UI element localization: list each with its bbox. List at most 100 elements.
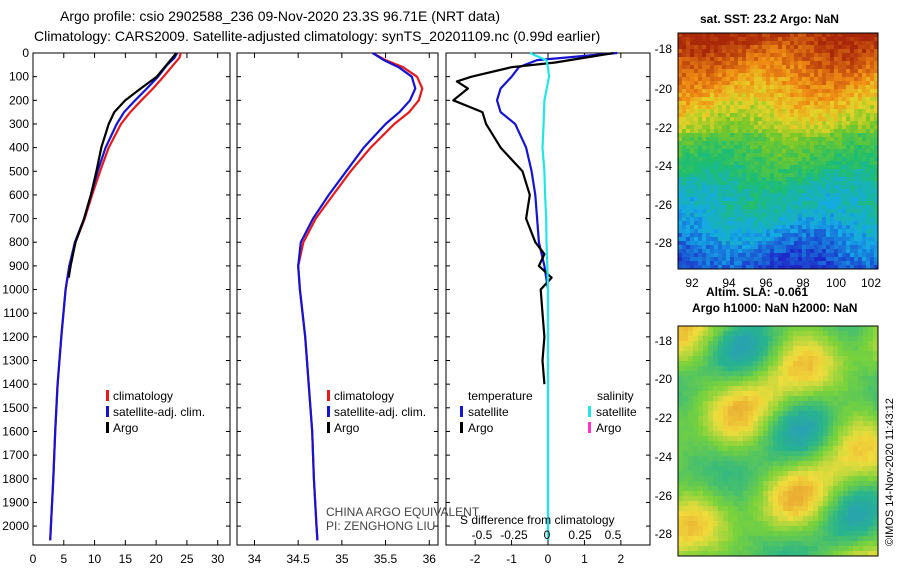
sst-cell [758,133,762,137]
sst-cell [806,261,810,265]
sst-cell [830,65,834,69]
sst-cell [738,249,742,253]
sla-cell [683,421,688,426]
sst-cell [810,253,814,257]
sst-cell [854,125,858,129]
sst-cell [722,89,726,93]
sst-cell [718,237,722,241]
sst-cell [690,93,694,97]
sst-cell [814,125,818,129]
sst-cell [686,33,690,37]
legend-title-temperature: temperature [468,389,533,403]
sst-cell [766,217,770,221]
sst-cell [838,153,842,157]
sst-cell [742,233,746,237]
sla-cell [803,426,808,431]
sst-cell [738,205,742,209]
sla-cell [863,501,868,506]
sst-cell [734,57,738,61]
sst-cell [838,173,842,177]
sst-cell [694,249,698,253]
sla-cell [733,531,738,536]
sst-cell [778,165,782,169]
sla-cell [818,531,823,536]
sla-cell [773,491,778,496]
sla-cell [783,486,788,491]
sst-cell [714,37,718,41]
sst-cell [706,145,710,149]
sst-cell [738,173,742,177]
sla-cell [868,446,873,451]
sla-cell [758,506,763,511]
sst-cell [802,193,806,197]
sst-cell [818,61,822,65]
sst-cell [774,249,778,253]
sla-cell [683,406,688,411]
sst-cell [790,213,794,217]
sst-cell [770,165,774,169]
sla-cell [793,421,798,426]
sst-cell [858,189,862,193]
sst-cell [722,165,726,169]
sla-cell [813,411,818,416]
sst-cell [770,77,774,81]
sst-cell [750,57,754,61]
sst-cell [706,169,710,173]
sla-cell [858,481,863,486]
sst-cell [790,205,794,209]
sst-cell [826,241,830,245]
sst-cell [682,105,686,109]
sla-cell [868,471,873,476]
sla-cell [723,326,728,331]
sst-cell [810,117,814,121]
sla-cell [728,341,733,346]
sla-cell [848,386,853,391]
sla-cell [753,521,758,526]
sla-cell [718,501,723,506]
sla-cell [713,366,718,371]
sla-cell [803,431,808,436]
sla-cell [853,516,858,521]
sla-cell [803,531,808,536]
sst-cell [682,193,686,197]
sla-cell [868,496,873,501]
sla-cell [828,331,833,336]
sla-cell [843,426,848,431]
sla-cell [853,396,858,401]
sla-cell [843,471,848,476]
sla-cell [833,421,838,426]
sst-cell [686,197,690,201]
sla-cell [863,526,868,531]
sla-cell [738,371,743,376]
sla-cell [683,471,688,476]
sst-cell [866,261,870,265]
sst-cell [790,245,794,249]
sla-cell [743,356,748,361]
sst-cell [870,245,874,249]
sst-cell [762,193,766,197]
sst-cell [698,209,702,213]
sst-cell [790,241,794,245]
sst-cell [794,121,798,125]
sla-cell [848,511,853,516]
sst-cell [838,197,842,201]
sst-cell [742,181,746,185]
sst-cell [738,133,742,137]
sla-cell [783,496,788,501]
sla-cell [783,411,788,416]
sst-cell [802,133,806,137]
sst-cell [734,93,738,97]
sla-cell [683,501,688,506]
sst-cell [802,209,806,213]
sst-cell [730,69,734,73]
sla-cell [693,431,698,436]
sla-cell [728,466,733,471]
sst-cell [806,253,810,257]
sla-cell [718,381,723,386]
sla-cell [753,481,758,486]
sst-cell [702,233,706,237]
depth-tick-label: 1100 [3,306,29,320]
sla-cell [853,361,858,366]
sla-cell [793,491,798,496]
sla-cell [773,351,778,356]
